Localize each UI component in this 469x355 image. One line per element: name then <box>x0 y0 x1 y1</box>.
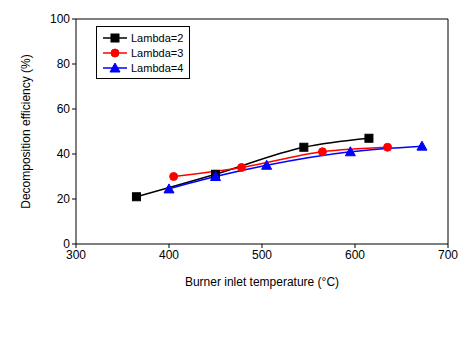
html-text:Lambda=4: Lambda=4 <box>131 61 184 74</box>
svg-text:60: 60 <box>57 102 71 116</box>
svg-text:600: 600 <box>345 248 365 262</box>
svg-text:Decomposition efficiency (%): Decomposition efficiency (%) <box>19 54 33 209</box>
svg-text:300: 300 <box>66 247 86 262</box>
svg-text:100: 100 <box>50 12 70 26</box>
svg-text:400: 400 <box>159 248 179 262</box>
svg-text:700: 700 <box>438 248 458 262</box>
svg-text:80: 80 <box>57 57 71 71</box>
html-text:Lambda=3: Lambda=3 <box>131 46 184 59</box>
svg-text:500: 500 <box>252 248 272 262</box>
svg-text:Burner inlet temperature (°C): Burner inlet temperature (°C) <box>185 275 339 289</box>
html-text:Lambda=2: Lambda=2 <box>131 31 184 44</box>
svg-text:0: 0 <box>63 237 70 251</box>
svg-text:40: 40 <box>57 147 71 161</box>
svg-text:20: 20 <box>57 192 71 206</box>
